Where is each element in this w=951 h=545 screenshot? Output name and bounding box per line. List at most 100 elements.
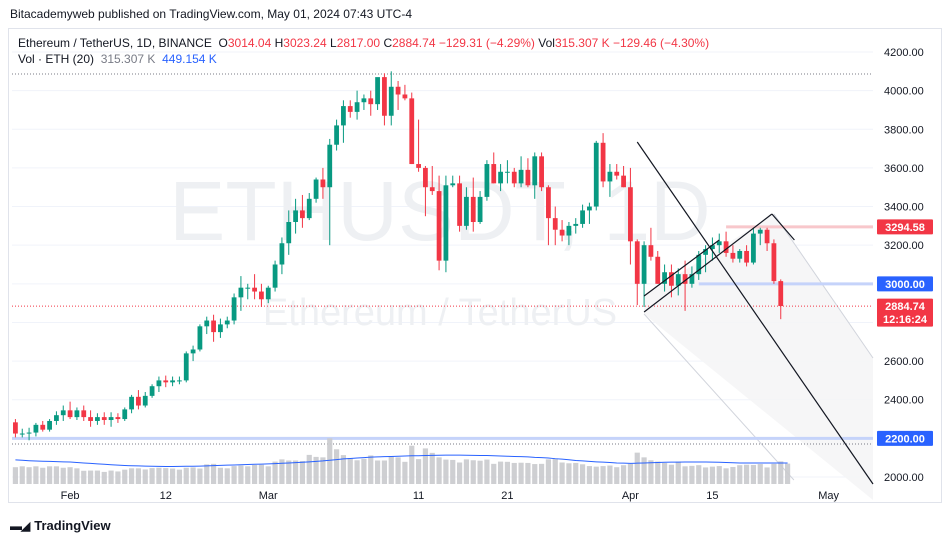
volume-bar xyxy=(593,466,599,484)
price-tag xyxy=(877,298,933,327)
legend-ohlc-row: Ethereum / TetherUS, 1D, BINANCE O3014.0… xyxy=(18,35,709,51)
volume-bar xyxy=(368,455,374,484)
y-tick-label: 2600.00 xyxy=(884,356,924,368)
price-tag-label: 2884.74 xyxy=(885,301,926,313)
candle-body xyxy=(416,164,421,168)
candle-body xyxy=(744,250,749,263)
volume-bar xyxy=(74,468,80,484)
volume-bar xyxy=(771,463,777,484)
volume-ma-line xyxy=(15,454,788,468)
volume-bar xyxy=(40,467,46,484)
volume-bar xyxy=(327,438,333,484)
volume-bar xyxy=(545,459,552,484)
volume-bar xyxy=(402,461,408,484)
candle-body xyxy=(347,106,353,112)
candle-body xyxy=(621,175,626,188)
price-tag-countdown: 12:16:24 xyxy=(883,314,928,326)
footer-brand[interactable]: TradingView xyxy=(34,518,111,533)
candle-body xyxy=(546,187,551,219)
candle-body xyxy=(156,380,162,387)
candle-body xyxy=(293,210,298,222)
candle-body xyxy=(388,86,394,116)
legend-symbol[interactable]: Ethereum / TetherUS, 1D, BINANCE xyxy=(18,36,212,50)
channel-shade xyxy=(644,214,873,500)
volume-bar xyxy=(627,463,634,484)
candle-body xyxy=(450,183,456,186)
candle-body xyxy=(163,380,169,383)
candle-body xyxy=(655,256,661,284)
publisher-credit: Bitacademyweb published on TradingView.c… xyxy=(10,7,413,21)
candle-body xyxy=(375,77,380,105)
volume-bar xyxy=(525,462,531,484)
candle-body xyxy=(361,98,367,103)
volume-bar xyxy=(682,466,688,484)
x-tick-label: Apr xyxy=(622,490,639,502)
candle-body xyxy=(682,274,688,284)
candle-body xyxy=(40,424,46,430)
volume-bar xyxy=(395,457,401,484)
y-tick-label: 4200.00 xyxy=(884,47,924,59)
candle-body xyxy=(204,320,210,327)
candle-body xyxy=(149,386,155,396)
volume-bar xyxy=(668,464,675,484)
candle-body xyxy=(771,243,777,282)
channel-upper-line xyxy=(773,213,874,359)
trendline-wedge-right xyxy=(771,213,795,241)
candle-body xyxy=(136,396,141,406)
candle-body xyxy=(115,417,121,420)
volume-bar xyxy=(497,461,504,484)
volume-bar xyxy=(614,467,620,484)
candle-body xyxy=(238,287,244,298)
candle-body xyxy=(231,297,237,321)
candle-body xyxy=(129,396,134,410)
candle-body xyxy=(88,417,93,421)
volume-bar xyxy=(743,464,750,484)
candle-body xyxy=(470,196,476,222)
price-tag xyxy=(877,276,933,292)
volume-bar xyxy=(723,468,729,484)
volume-bar xyxy=(60,467,66,484)
volume-bar xyxy=(381,460,388,484)
volume-bar xyxy=(484,459,490,484)
x-tick-label: Feb xyxy=(61,490,80,502)
candle-body xyxy=(341,106,346,126)
candle-body xyxy=(566,225,572,236)
volume-bar xyxy=(183,467,189,484)
legend-high-label: H xyxy=(274,36,284,50)
candle-body xyxy=(142,395,148,406)
y-tick-label: 2400.00 xyxy=(884,395,924,407)
volume-bar xyxy=(750,464,757,484)
volume-bar xyxy=(128,468,135,484)
candle-body xyxy=(559,229,565,236)
legend-close-label: C xyxy=(383,36,393,50)
candle-body xyxy=(101,417,107,421)
trendline-wedge-upper xyxy=(643,213,773,313)
candle-body xyxy=(436,191,442,261)
candle-body xyxy=(710,245,715,250)
candle-body xyxy=(662,272,667,284)
candle-body xyxy=(477,196,483,222)
candle-body xyxy=(197,326,203,350)
volume-bar xyxy=(306,454,312,484)
volume-bar xyxy=(620,465,627,484)
candle-body xyxy=(641,245,647,284)
candle-body xyxy=(108,417,114,421)
legend-low: 2817.00 xyxy=(336,36,381,50)
candle-body xyxy=(498,171,503,184)
volume-bar xyxy=(33,466,39,484)
volume-bar xyxy=(422,448,429,484)
volume-bar xyxy=(696,465,702,484)
watermark-name: Ethereum / TetherUS xyxy=(263,292,617,334)
legend-vol-ma-label[interactable]: Vol · ETH (20) xyxy=(18,52,95,66)
x-tick-label: 12 xyxy=(160,490,172,502)
volume-bar xyxy=(190,467,196,484)
candle-body xyxy=(593,142,599,207)
candle-body xyxy=(669,272,674,286)
candle-body xyxy=(334,125,339,145)
x-tick-label: 21 xyxy=(501,490,513,502)
legend-vol-ma-value: 449.154 K xyxy=(162,52,217,66)
volume-bar xyxy=(463,459,470,484)
volume-bar xyxy=(689,465,695,484)
candle-body xyxy=(33,424,39,433)
